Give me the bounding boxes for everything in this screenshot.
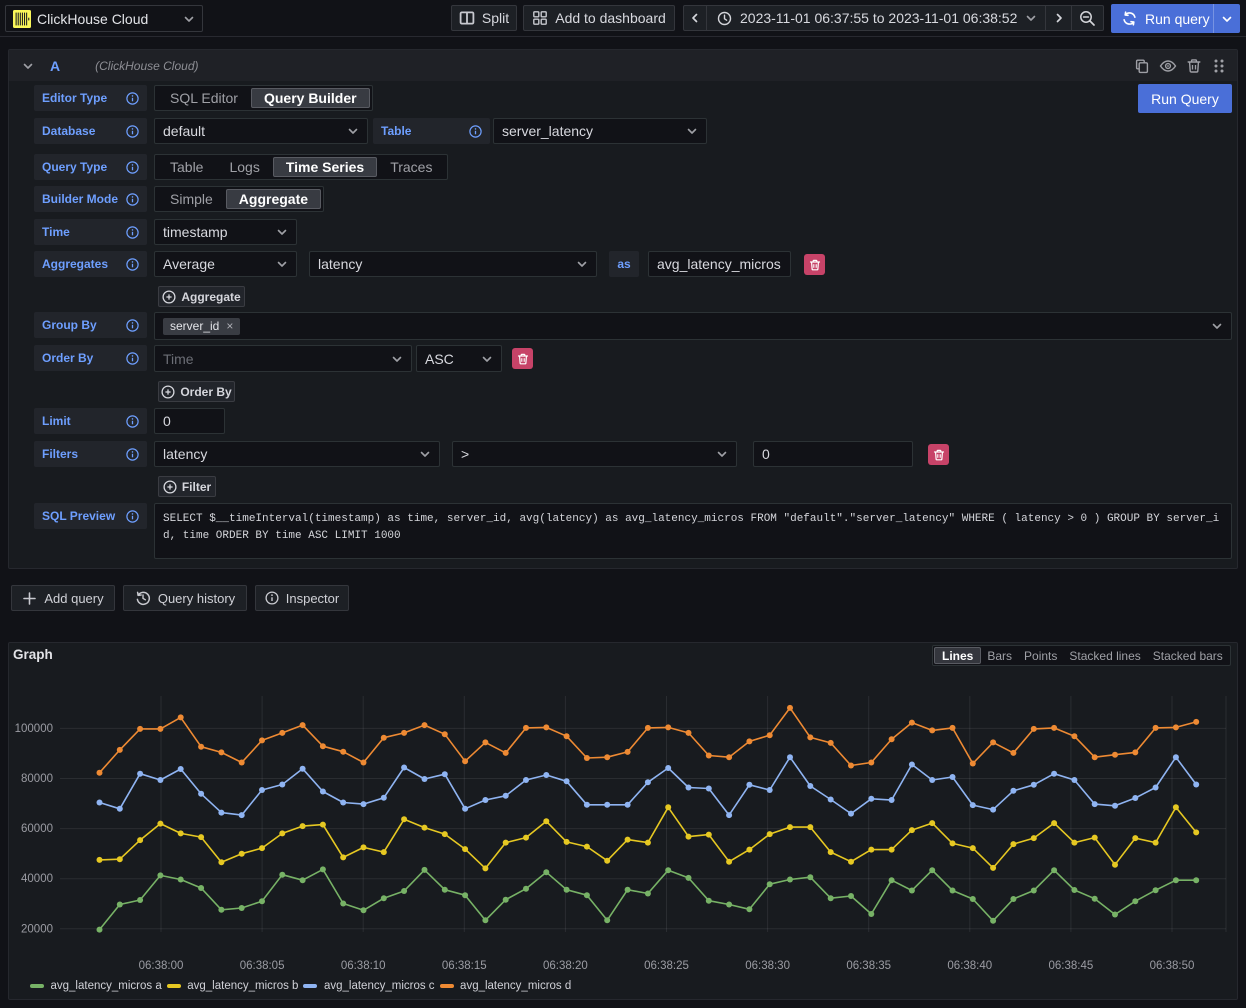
svg-text:80000: 80000 [21,773,53,785]
svg-text:06:38:10: 06:38:10 [341,960,386,972]
svg-text:06:38:20: 06:38:20 [543,960,588,972]
svg-text:06:38:25: 06:38:25 [644,960,689,972]
svg-text:06:38:50: 06:38:50 [1150,960,1195,972]
svg-text:06:38:00: 06:38:00 [139,960,184,972]
svg-text:06:38:05: 06:38:05 [240,960,285,972]
svg-text:40000: 40000 [21,873,53,885]
svg-text:06:38:30: 06:38:30 [745,960,790,972]
svg-text:20000: 20000 [21,923,53,935]
svg-text:06:38:40: 06:38:40 [947,960,992,972]
svg-text:06:38:15: 06:38:15 [442,960,487,972]
svg-text:06:38:35: 06:38:35 [846,960,891,972]
svg-text:60000: 60000 [21,823,53,835]
svg-text:06:38:45: 06:38:45 [1049,960,1094,972]
svg-text:100000: 100000 [15,723,53,735]
